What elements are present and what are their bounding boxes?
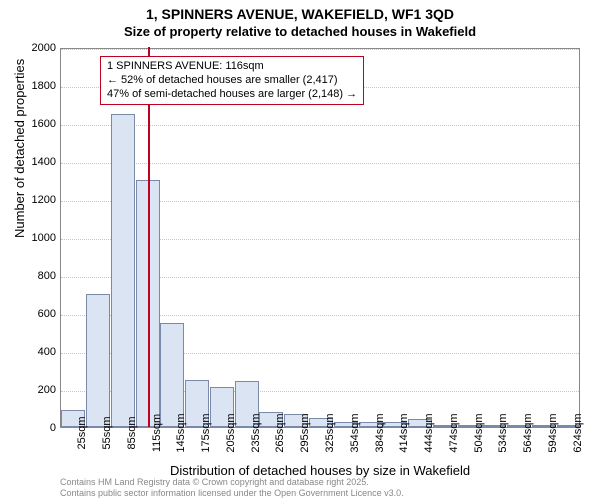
x-tick-label: 534sqm <box>497 413 509 452</box>
y-tick-label: 800 <box>38 270 56 282</box>
x-tick-label: 624sqm <box>572 413 584 452</box>
copyright-text: Contains HM Land Registry data © Crown c… <box>60 477 404 498</box>
x-tick-label: 175sqm <box>200 413 212 452</box>
x-tick-label: 295sqm <box>299 413 311 452</box>
y-tick-label: 2000 <box>32 42 56 54</box>
page-subtitle: Size of property relative to detached ho… <box>0 24 600 39</box>
x-tick-label: 414sqm <box>398 413 410 452</box>
grid-line <box>61 163 579 164</box>
x-tick-label: 354sqm <box>349 413 361 452</box>
x-tick-label: 325sqm <box>324 413 336 452</box>
y-tick-label: 1400 <box>32 156 56 168</box>
x-tick-label: 265sqm <box>274 413 286 452</box>
y-tick-label: 1600 <box>32 118 56 130</box>
y-tick-label: 1000 <box>32 232 56 244</box>
x-tick-label: 444sqm <box>423 413 435 452</box>
x-tick-label: 235sqm <box>250 413 262 452</box>
y-tick-label: 600 <box>38 308 56 320</box>
x-tick-label: 594sqm <box>547 413 559 452</box>
x-tick-label: 504sqm <box>473 413 485 452</box>
x-axis-label: Distribution of detached houses by size … <box>60 463 580 478</box>
x-tick-label: 564sqm <box>522 413 534 452</box>
x-tick-label: 145sqm <box>175 413 187 452</box>
x-tick-label: 115sqm <box>151 414 163 452</box>
x-tick-label: 474sqm <box>448 413 460 452</box>
y-tick-label: 400 <box>38 346 56 358</box>
y-tick-label: 0 <box>50 422 56 434</box>
x-tick-label: 384sqm <box>374 413 386 452</box>
page-title: 1, SPINNERS AVENUE, WAKEFIELD, WF1 3QD <box>0 6 600 22</box>
y-tick-label: 1800 <box>32 80 56 92</box>
grid-line <box>61 125 579 126</box>
y-axis-label: Number of detached properties <box>12 59 27 238</box>
grid-line <box>61 49 579 50</box>
x-tick-label: 85sqm <box>126 416 138 449</box>
x-tick-label: 205sqm <box>225 413 237 452</box>
copyright-line: Contains public sector information licen… <box>60 488 404 498</box>
annotation-line: 47% of semi-detached houses are larger (… <box>107 88 357 102</box>
annotation-line: 1 SPINNERS AVENUE: 116sqm <box>107 60 357 74</box>
y-tick-label: 1200 <box>32 194 56 206</box>
x-tick-label: 25sqm <box>76 416 88 449</box>
annotation-line: ← 52% of detached houses are smaller (2,… <box>107 74 357 88</box>
y-tick-label: 200 <box>38 384 56 396</box>
annotation-box: 1 SPINNERS AVENUE: 116sqm ← 52% of detac… <box>100 56 364 105</box>
histogram-bar <box>86 294 110 427</box>
copyright-line: Contains HM Land Registry data © Crown c… <box>60 477 404 487</box>
x-tick-label: 55sqm <box>101 416 113 449</box>
histogram-bar <box>111 114 135 428</box>
histogram-bar <box>160 323 184 428</box>
